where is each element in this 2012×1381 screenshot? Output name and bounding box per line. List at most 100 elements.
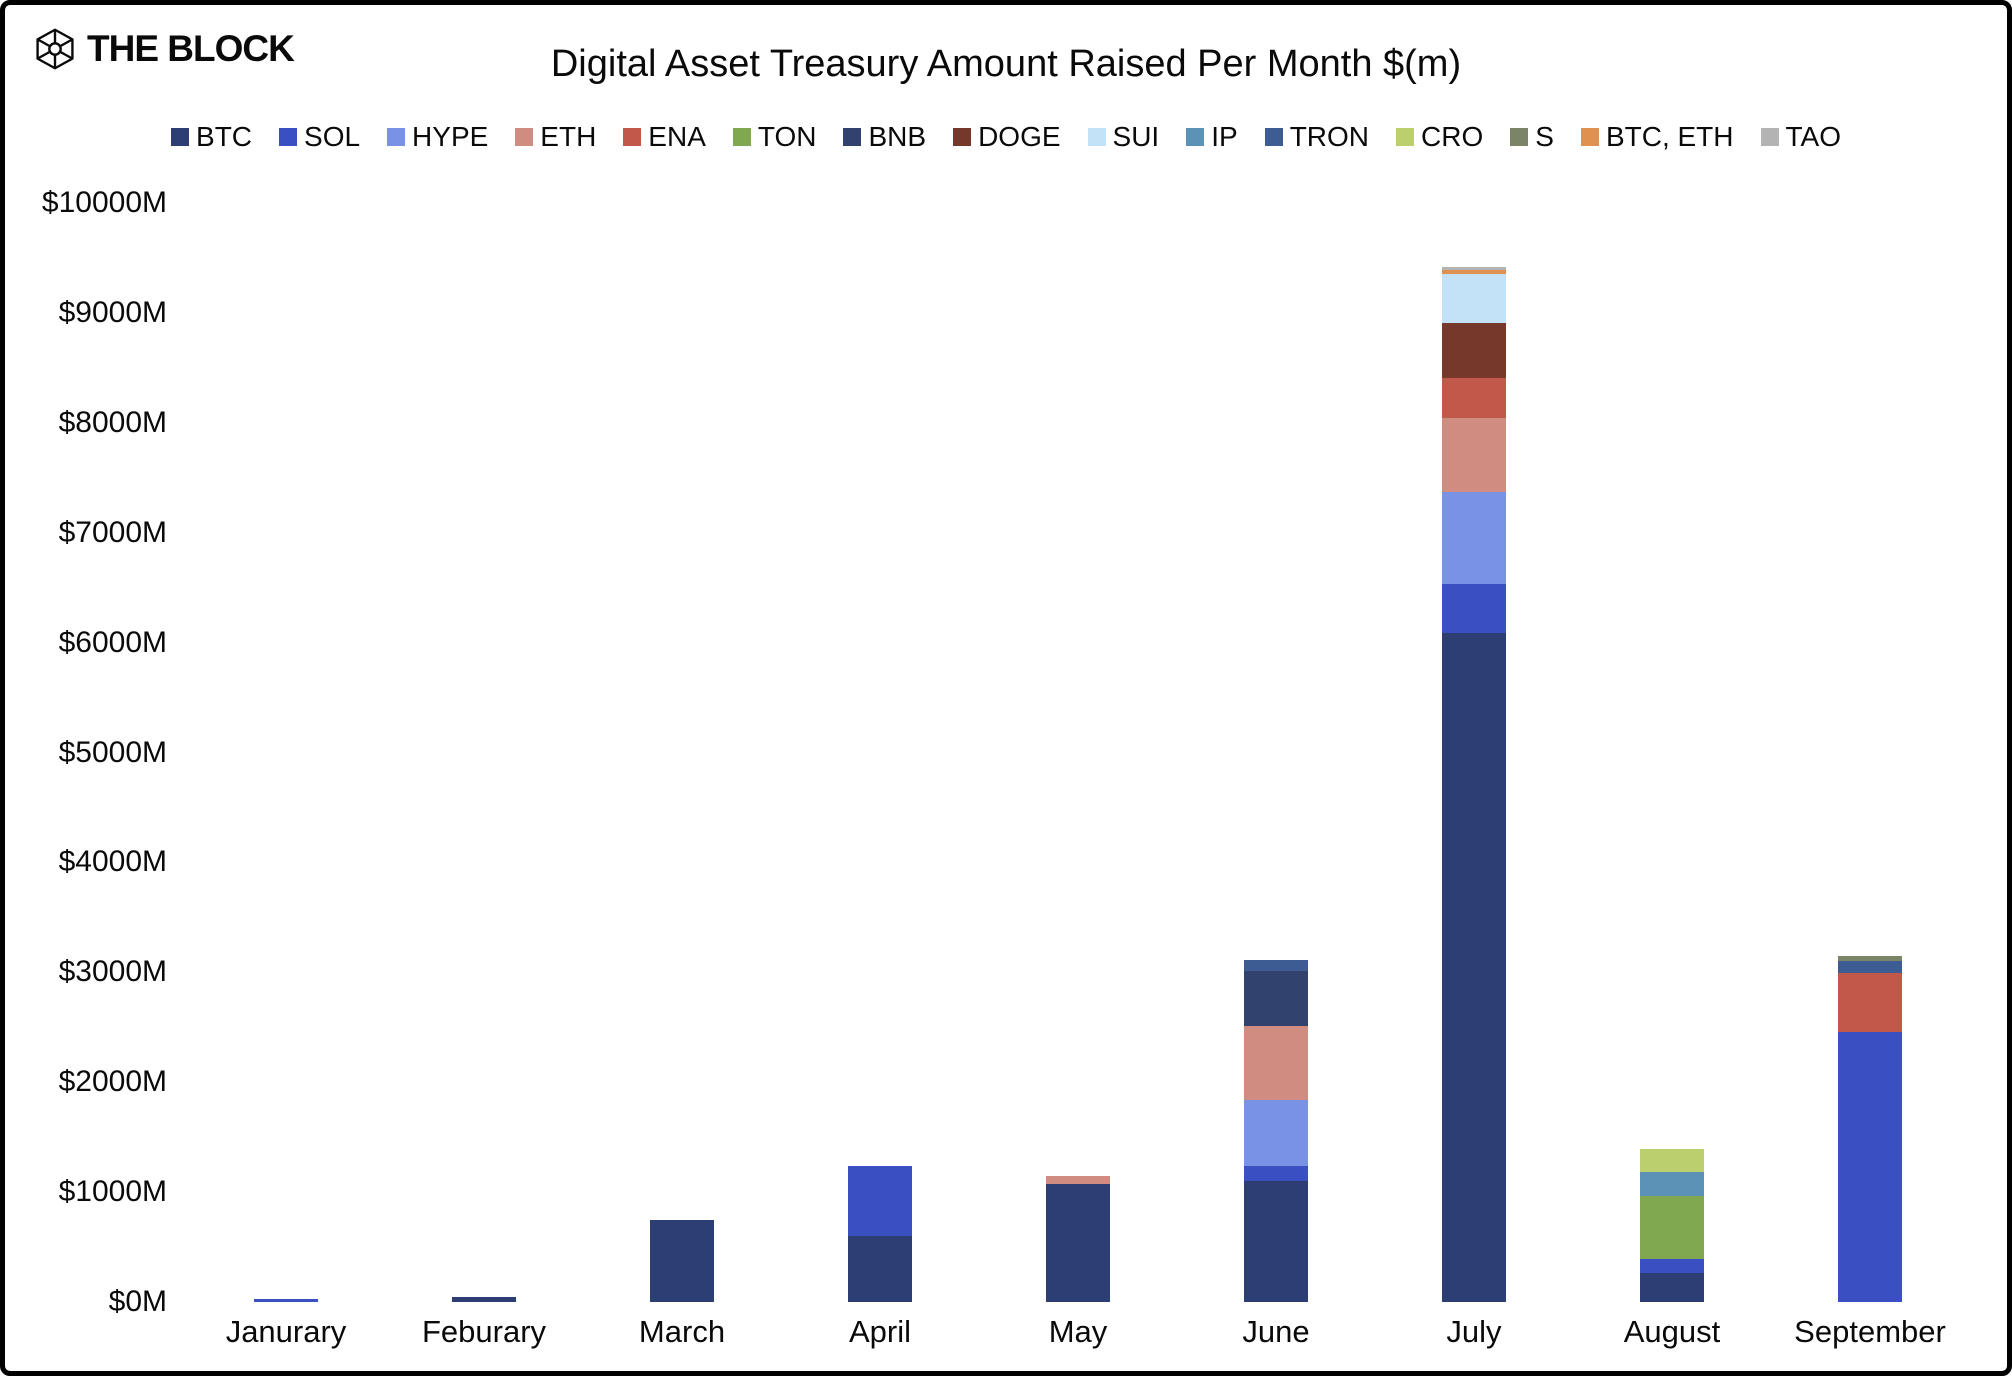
- bar-segment-sol: [1640, 1259, 1704, 1274]
- bar-column-april: April: [781, 203, 979, 1349]
- bar-segment-ena: [1838, 973, 1902, 1032]
- bar-segment-sol: [1244, 1165, 1308, 1182]
- legend-item-tao: TAO: [1760, 121, 1841, 153]
- y-tick-label: $6000M: [58, 625, 167, 659]
- legend-label: ETH: [540, 121, 597, 152]
- bar-column-janurary: Janurary: [187, 203, 385, 1349]
- legend-item-ton: TON: [732, 121, 817, 153]
- logo-text: THE BLOCK: [87, 28, 295, 69]
- bar-stack: [254, 203, 318, 1302]
- legend-swatch: [387, 128, 406, 146]
- y-tick-label: $4000M: [58, 845, 167, 879]
- bar-stack: [1838, 203, 1902, 1302]
- bar-segment-hype: [1244, 1100, 1308, 1166]
- legend-label: ENA: [648, 121, 706, 152]
- bar-segment-sui: [1442, 274, 1506, 323]
- bar-segment-eth: [1046, 1175, 1110, 1185]
- x-tick-label: March: [638, 1314, 726, 1349]
- block-cube-icon: [36, 28, 74, 70]
- legend-label: TON: [757, 121, 817, 152]
- legend-swatch: [953, 128, 972, 146]
- bar-segment-btc: [452, 1297, 516, 1302]
- legend-item-s: S: [1510, 121, 1554, 153]
- legend-item-bnb: BNB: [843, 121, 926, 153]
- bar-segment-sol: [1838, 1031, 1902, 1302]
- legend-swatch: [1186, 128, 1205, 146]
- legend-item-hype: HYPE: [387, 121, 488, 153]
- bar-stack: [848, 203, 912, 1302]
- y-tick-label: $2000M: [58, 1065, 167, 1099]
- bar-segment-eth: [1442, 417, 1506, 493]
- bar-column-august: August: [1573, 203, 1771, 1349]
- legend-swatch: [1087, 128, 1106, 146]
- plot-area: Janurary Feburary March April May June July Aug…: [187, 203, 1969, 1349]
- bar-segment-btc-eth: [1442, 270, 1506, 275]
- bar-column-may: May: [979, 203, 1177, 1349]
- legend-item-doge: DOGE: [953, 121, 1061, 153]
- bar-segment-sol: [848, 1165, 912, 1237]
- legend-swatch: [843, 128, 862, 146]
- bar-segment-tron: [1244, 959, 1308, 971]
- x-tick-label: Feburary: [421, 1314, 547, 1349]
- bar-segment-hype: [1442, 492, 1506, 584]
- bar-stack: [1244, 203, 1308, 1302]
- bar-segment-btc: [650, 1219, 714, 1302]
- bar-segment-ip: [1640, 1171, 1704, 1196]
- legend-swatch: [1760, 128, 1779, 146]
- legend-item-ena: ENA: [623, 121, 706, 153]
- bar-segment-tron: [1838, 961, 1902, 974]
- legend-label: CRO: [1421, 121, 1484, 152]
- y-tick-label: $10000M: [41, 186, 167, 219]
- y-tick-label: $8000M: [58, 405, 167, 439]
- bar-stack: [1046, 203, 1110, 1302]
- legend-item-sui: SUI: [1087, 121, 1160, 153]
- x-tick-label: July: [1446, 1314, 1502, 1349]
- legend-item-eth: ETH: [515, 121, 596, 153]
- legend-item-btc-eth: BTC, ETH: [1580, 121, 1734, 153]
- bar-stack: [1442, 203, 1506, 1302]
- legend-label: TAO: [1785, 121, 1841, 152]
- bar-column-march: March: [583, 203, 781, 1349]
- bar-stack: [650, 203, 714, 1302]
- x-tick-label: April: [848, 1314, 912, 1349]
- legend-swatch: [171, 128, 190, 146]
- x-tick-label: Janurary: [225, 1314, 347, 1349]
- legend-item-sol: SOL: [279, 121, 360, 153]
- bar-column-july: July: [1375, 203, 1573, 1349]
- y-axis: $0M $1000M $2000M $3000M $4000M $5000M $6000M $…: [5, 5, 167, 1381]
- y-tick-label: $1000M: [58, 1175, 167, 1209]
- bar-segment-btc: [848, 1236, 912, 1302]
- y-tick-label: $5000M: [58, 735, 167, 769]
- bar-segment-eth: [1244, 1026, 1308, 1101]
- bar-segment-btc: [1640, 1273, 1704, 1302]
- bar-segment-bnb: [1244, 970, 1308, 1027]
- legend-label: SUI: [1112, 121, 1160, 152]
- bar-segment-cro: [1640, 1148, 1704, 1172]
- x-tick-label: June: [1242, 1314, 1310, 1349]
- bar-segment-sol: [1442, 583, 1506, 634]
- legend-swatch: [1510, 128, 1529, 146]
- legend-label: BNB: [868, 121, 927, 152]
- y-tick-label: $0M: [108, 1285, 167, 1318]
- legend-swatch: [1264, 128, 1283, 146]
- legend-label: SOL: [304, 121, 361, 152]
- bar-segment-tao: [1442, 267, 1506, 271]
- y-tick-label: $3000M: [58, 955, 167, 989]
- x-tick-label: May: [1048, 1314, 1108, 1349]
- legend-label: BTC, ETH: [1605, 121, 1734, 152]
- legend-item-ip: IP: [1186, 121, 1238, 153]
- bar-segment-btc: [1442, 633, 1506, 1302]
- legend-swatch: [515, 128, 534, 146]
- legend-swatch: [279, 128, 298, 146]
- y-tick-label: $9000M: [58, 295, 167, 329]
- bar-column-june: June: [1177, 203, 1375, 1349]
- chart-title: Digital Asset Treasury Amount Raised Per…: [550, 43, 1462, 85]
- legend-label: BTC: [196, 121, 253, 152]
- legend-item-btc: BTC: [171, 121, 252, 153]
- bar-segment-btc: [1244, 1181, 1308, 1302]
- bar-stack: [1640, 203, 1704, 1302]
- bar-segment-sol: [254, 1298, 318, 1302]
- y-tick-label: $7000M: [58, 515, 167, 549]
- bar-column-feburary: Feburary: [385, 203, 583, 1349]
